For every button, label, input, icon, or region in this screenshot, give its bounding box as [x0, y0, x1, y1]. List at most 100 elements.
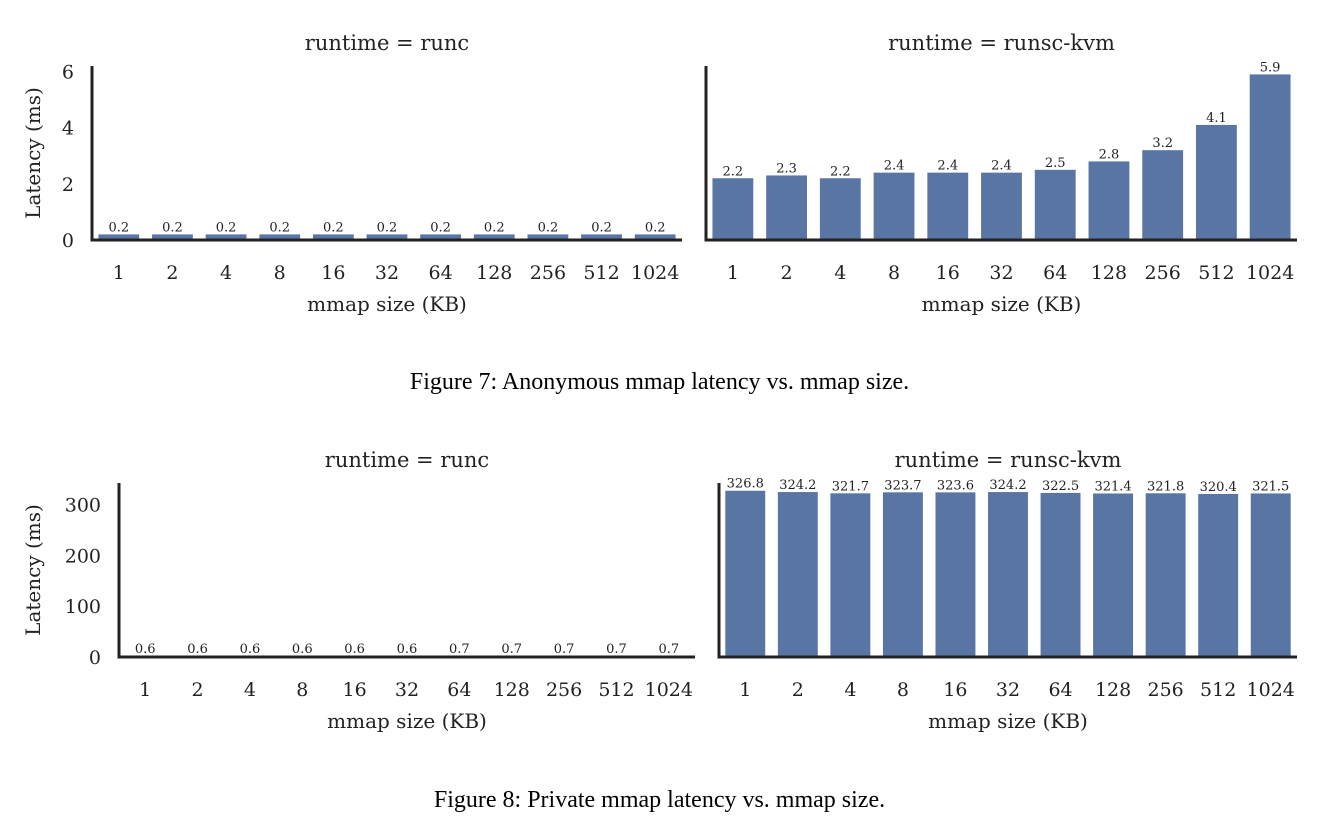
- x-tick-label: 64: [447, 679, 471, 701]
- bar: [981, 172, 1022, 240]
- bar-value-label: 0.7: [658, 642, 679, 657]
- bar-value-label: 0.7: [606, 642, 627, 657]
- bar: [473, 234, 515, 240]
- x-tick-label: 1024: [1246, 262, 1294, 284]
- y-axis-label: Latency (ms): [21, 504, 45, 636]
- bar-value-label: 4.1: [1206, 111, 1227, 126]
- bar-value-label: 0.2: [484, 220, 505, 235]
- x-tick-label: 1024: [631, 262, 679, 284]
- bar-value-label: 0.2: [323, 220, 344, 235]
- bar-value-label: 0.6: [397, 642, 418, 657]
- panel-title: runtime = runc: [325, 448, 489, 472]
- bar: [1195, 124, 1237, 240]
- axis-spine: [704, 66, 1297, 242]
- x-tick-label: 1024: [645, 679, 693, 701]
- x-tick-label: 4: [244, 679, 256, 701]
- bar-value-label: 323.7: [884, 478, 921, 493]
- y-tick-label: 300: [65, 494, 101, 516]
- bar-value-label: 322.5: [1042, 479, 1079, 494]
- x-tick-label: 1: [739, 679, 751, 701]
- x-tick-label: 4: [220, 262, 232, 284]
- panel-title: runtime = runsc-kvm: [895, 448, 1122, 472]
- x-axis-label: mmap size (KB): [922, 292, 1082, 316]
- x-axis-label: mmap size (KB): [928, 709, 1088, 733]
- y-tick-label: 6: [62, 62, 74, 84]
- x-tick-label: 256: [546, 679, 582, 701]
- bar-value-label: 2.5: [1045, 156, 1066, 171]
- bar-value-label: 0.6: [135, 642, 156, 657]
- panel-title: runtime = runc: [305, 31, 469, 55]
- bar: [634, 234, 676, 240]
- x-tick-label: 512: [583, 262, 619, 284]
- bar-value-label: 5.9: [1260, 60, 1281, 75]
- bar-value-label: 2.4: [991, 159, 1012, 174]
- x-tick-label: 128: [1095, 679, 1131, 701]
- bar: [527, 234, 569, 240]
- x-tick-label: 1: [727, 262, 739, 284]
- bar-value-label: 324.2: [779, 478, 816, 493]
- bar-value-label: 326.8: [727, 477, 764, 492]
- bar-value-label: 0.2: [377, 220, 398, 235]
- bar-value-label: 0.7: [501, 642, 522, 657]
- x-tick-label: 64: [1043, 262, 1067, 284]
- y-tick-label: 0: [62, 230, 74, 252]
- x-tick-label: 2: [166, 262, 178, 284]
- bar-value-label: 0.7: [449, 642, 470, 657]
- x-tick-label: 64: [429, 262, 453, 284]
- bar-value-label: 0.6: [344, 642, 365, 657]
- bar-value-label: 0.2: [538, 220, 559, 235]
- x-axis-label: mmap size (KB): [307, 292, 467, 316]
- x-tick-label: 1: [139, 679, 151, 701]
- bar: [882, 492, 923, 657]
- bar: [766, 175, 807, 240]
- bar: [777, 492, 818, 657]
- bar-value-label: 0.2: [269, 220, 290, 235]
- x-tick-label: 2: [781, 262, 793, 284]
- x-tick-label: 8: [897, 679, 909, 701]
- bar: [259, 234, 301, 240]
- bar-value-label: 323.6: [937, 478, 974, 493]
- bar: [1145, 493, 1186, 657]
- bar: [312, 234, 354, 240]
- bar: [1088, 161, 1130, 240]
- x-tick-label: 1: [113, 262, 125, 284]
- bar: [988, 492, 1028, 657]
- x-tick-label: 16: [943, 679, 967, 701]
- x-tick-label: 2: [792, 679, 804, 701]
- bar: [420, 234, 462, 240]
- x-tick-label: 2: [192, 679, 204, 701]
- x-tick-label: 32: [395, 679, 419, 701]
- y-tick-label: 100: [65, 596, 101, 618]
- bar-value-label: 321.5: [1252, 479, 1289, 494]
- figure-8-caption: Figure 8: Private mmap latency vs. mmap …: [433, 787, 886, 813]
- x-tick-label: 16: [343, 679, 367, 701]
- bar-value-label: 0.6: [240, 642, 261, 657]
- x-tick-label: 256: [530, 262, 566, 284]
- bar: [205, 234, 247, 240]
- bar: [1040, 492, 1081, 657]
- x-tick-label: 1024: [1247, 679, 1295, 701]
- bar: [725, 490, 766, 657]
- x-tick-label: 8: [888, 262, 900, 284]
- axis-spine: [117, 483, 695, 659]
- bar-value-label: 0.2: [645, 220, 666, 235]
- x-tick-label: 8: [296, 679, 308, 701]
- y-axis-label: Latency (ms): [21, 87, 45, 219]
- bar: [1198, 493, 1239, 657]
- bar-value-label: 0.2: [591, 220, 612, 235]
- bar-value-label: 3.2: [1152, 136, 1173, 151]
- bar: [152, 234, 193, 240]
- bar: [1093, 493, 1134, 657]
- bar: [98, 234, 140, 240]
- bar-value-label: 321.7: [832, 479, 869, 494]
- y-tick-label: 2: [62, 174, 74, 196]
- bar: [1249, 74, 1291, 240]
- bar: [581, 234, 622, 240]
- bar: [712, 178, 754, 240]
- panel-title: runtime = runsc-kvm: [888, 31, 1115, 55]
- bar: [927, 172, 969, 240]
- y-tick-label: 0: [89, 647, 101, 669]
- y-tick-label: 4: [62, 118, 74, 140]
- x-tick-label: 32: [996, 679, 1020, 701]
